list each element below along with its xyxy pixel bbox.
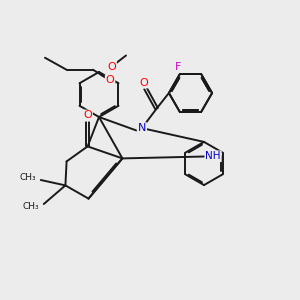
Text: O: O [107,61,116,72]
Text: CH₃: CH₃ [23,202,40,211]
Text: O: O [140,77,148,88]
Text: O: O [83,110,92,121]
Text: NH: NH [206,151,221,161]
Text: F: F [175,62,181,72]
Text: CH₃: CH₃ [20,173,37,182]
Text: O: O [106,75,115,85]
Text: N: N [138,123,146,133]
